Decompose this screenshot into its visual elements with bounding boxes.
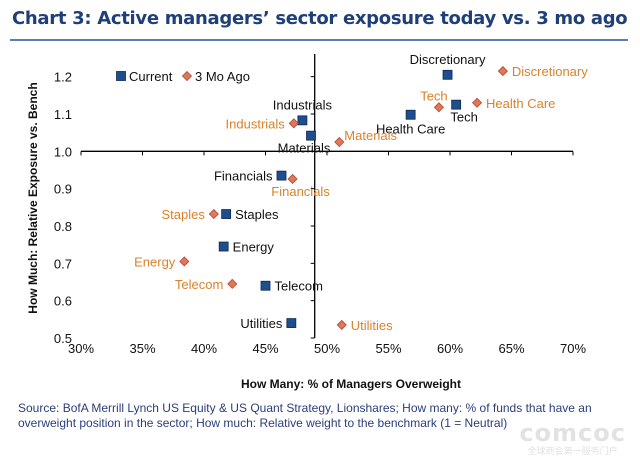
point-current-materials bbox=[306, 130, 316, 141]
point-current-discretionary bbox=[442, 69, 453, 80]
point-3mo-telecom bbox=[227, 278, 238, 289]
label-3mo-tech: Tech bbox=[420, 88, 447, 103]
y-tick-label: 0.8 bbox=[54, 219, 72, 234]
scatter-chart: 0.5 0.6 0.7 0.8 0.9 1.0 1.1 1.2 30% 35% 40% 45% 50% 5… bbox=[54, 52, 588, 356]
x-tick-label: 50% bbox=[314, 341, 340, 356]
point-3mo-tech bbox=[433, 102, 444, 113]
y-axis-label-text: How Much: Relative Exposure vs. Bench bbox=[26, 82, 40, 314]
label-3mo-industrials: Industrials bbox=[226, 116, 286, 131]
point-3mo-financials bbox=[287, 173, 298, 185]
label-current-industrials: Industrials bbox=[273, 97, 333, 112]
point-current-industrials bbox=[297, 115, 308, 126]
label-current-financials: Financials bbox=[214, 169, 273, 184]
y-tick-label: 0.5 bbox=[54, 331, 72, 346]
label-3mo-health-care: Health Care bbox=[486, 96, 555, 111]
watermark: comcoc 全球商会第一服务门户 bbox=[519, 419, 626, 457]
y-tick-label: 0.7 bbox=[54, 256, 72, 271]
y-tick-label: 1.1 bbox=[54, 107, 72, 122]
label-current-materials: Materials bbox=[278, 141, 331, 156]
point-current-utilities bbox=[286, 318, 297, 328]
legend-current-marker bbox=[116, 71, 126, 81]
point-3mo-discretionary bbox=[497, 66, 508, 77]
label-current-utilities: Utilities bbox=[240, 316, 282, 331]
x-tick-label: 40% bbox=[191, 341, 217, 356]
label-3mo-discretionary: Discretionary bbox=[512, 64, 588, 79]
x-tick-label: 70% bbox=[560, 341, 586, 356]
label-current-telecom: Telecom bbox=[275, 279, 323, 294]
legend-3mo-marker bbox=[181, 70, 193, 82]
point-current-tech bbox=[451, 99, 462, 110]
x-axis-label: How Many: % of Managers Overweight bbox=[240, 377, 462, 391]
x-tick-label: 55% bbox=[375, 341, 401, 356]
y-tick-label: 1.2 bbox=[54, 70, 72, 85]
label-3mo-financials: Financials bbox=[271, 184, 330, 199]
label-3mo-staples: Staples bbox=[161, 207, 205, 222]
legend-3mo-label: 3 Mo Ago bbox=[195, 69, 250, 84]
label-current-staples: Staples bbox=[235, 207, 279, 222]
point-3mo-health-care bbox=[471, 97, 483, 108]
x-tick-label: 45% bbox=[252, 341, 278, 356]
x-tick-label: 30% bbox=[68, 341, 94, 356]
y-tick-label: 1.0 bbox=[54, 144, 72, 159]
point-3mo-utilities bbox=[336, 319, 347, 330]
label-3mo-utilities: Utilities bbox=[351, 318, 393, 333]
point-current-financials bbox=[276, 170, 287, 181]
label-3mo-materials: Materials bbox=[344, 128, 397, 143]
x-tick-label: 65% bbox=[498, 341, 524, 356]
chart-title: Chart 3: Active managers’ sector exposur… bbox=[12, 8, 628, 29]
x-tick-label: 35% bbox=[129, 341, 155, 356]
point-current-energy bbox=[218, 241, 229, 252]
point-3mo-industrials bbox=[288, 118, 299, 129]
point-current-staples bbox=[221, 209, 232, 219]
watermark-logo: comcoc bbox=[519, 419, 626, 447]
legend-current-label: Current bbox=[129, 69, 173, 84]
point-current-health-care bbox=[405, 109, 416, 120]
label-current-energy: Energy bbox=[233, 240, 275, 255]
point-current-telecom bbox=[260, 280, 271, 291]
title-rule bbox=[10, 39, 628, 41]
point-3mo-materials bbox=[334, 136, 345, 148]
point-3mo-staples bbox=[208, 208, 219, 220]
point-3mo-energy bbox=[179, 256, 190, 267]
watermark-tagline: 全球商会第一服务门户 bbox=[527, 447, 618, 457]
label-current-tech: Tech bbox=[450, 110, 477, 125]
y-tick-label: 0.9 bbox=[54, 182, 72, 197]
label-current-discretionary: Discretionary bbox=[410, 52, 486, 67]
label-3mo-energy: Energy bbox=[134, 254, 176, 269]
label-3mo-telecom: Telecom bbox=[175, 277, 223, 292]
x-tick-label: 60% bbox=[437, 341, 463, 356]
source-note: Source: BofA Merrill Lynch US Equity & U… bbox=[18, 401, 592, 430]
label-current-health-care: Health Care bbox=[376, 122, 445, 137]
y-tick-label: 0.6 bbox=[54, 294, 72, 309]
